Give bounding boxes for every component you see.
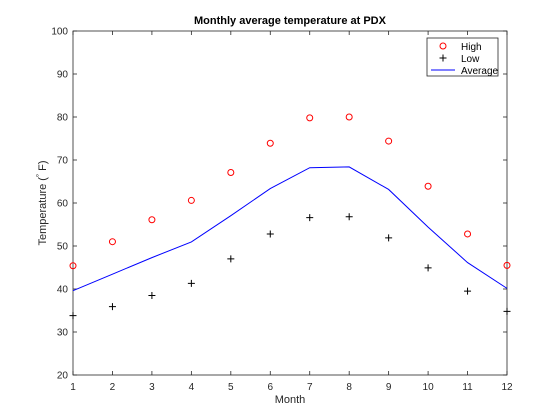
high-point bbox=[187, 196, 195, 204]
low-point bbox=[503, 307, 511, 315]
high-point bbox=[424, 182, 432, 190]
low-point bbox=[108, 303, 116, 311]
x-tick-label: 12 bbox=[501, 382, 513, 393]
legend-low-marker bbox=[439, 54, 447, 62]
x-tick-label: 2 bbox=[110, 382, 116, 393]
low-point bbox=[187, 279, 195, 287]
low-point bbox=[227, 255, 235, 263]
x-tick-label: 9 bbox=[386, 382, 392, 393]
y-axis-label-suffix: F) bbox=[37, 160, 49, 170]
high-point bbox=[464, 230, 472, 238]
chart-title: Monthly average temperature at PDX bbox=[194, 15, 387, 27]
x-tick-label: 8 bbox=[346, 382, 352, 393]
legend-average-label: Average bbox=[461, 66, 499, 77]
legend-low-label: Low bbox=[461, 54, 480, 65]
high-point bbox=[345, 113, 353, 121]
low-point bbox=[266, 230, 274, 238]
low-point bbox=[345, 213, 353, 221]
low-point bbox=[148, 291, 156, 299]
x-tick-label: 5 bbox=[228, 382, 234, 393]
y-tick-label: 30 bbox=[57, 328, 69, 339]
x-tick-label: 6 bbox=[267, 382, 273, 393]
high-point bbox=[306, 114, 314, 122]
x-tick-label: 10 bbox=[423, 382, 435, 393]
plot-area bbox=[72, 30, 508, 376]
high-point bbox=[69, 262, 77, 270]
low-point bbox=[385, 234, 393, 242]
y-axis-label: Temperature (° F) bbox=[35, 160, 49, 245]
y-tick-label: 70 bbox=[57, 156, 69, 167]
low-point bbox=[306, 214, 314, 222]
y-axis-label-prefix: Temperature ( bbox=[37, 177, 49, 246]
x-axis-label: Month bbox=[275, 394, 306, 406]
high-point bbox=[227, 168, 235, 176]
series-layer bbox=[69, 113, 511, 320]
legend-high-label: High bbox=[461, 42, 482, 53]
y-tick-label: 60 bbox=[57, 199, 69, 210]
high-point bbox=[503, 261, 511, 269]
high-point bbox=[385, 137, 393, 145]
x-tick-label: 11 bbox=[462, 382, 473, 393]
low-point bbox=[424, 264, 432, 272]
high-point bbox=[266, 139, 274, 147]
high-point bbox=[148, 216, 156, 224]
legend: High Low Average bbox=[426, 37, 499, 77]
y-tick-label: 100 bbox=[51, 27, 68, 38]
x-tick-label: 1 bbox=[70, 382, 76, 393]
series-average-line bbox=[72, 166, 508, 292]
y-tick-label: 20 bbox=[57, 371, 69, 382]
y-tick-label: 80 bbox=[57, 113, 69, 124]
y-axis-label-degree: ° bbox=[35, 174, 44, 177]
x-tick-label: 7 bbox=[307, 382, 313, 393]
high-point bbox=[108, 238, 116, 246]
x-tick-label: 4 bbox=[189, 382, 195, 393]
x-tick-label: 3 bbox=[149, 382, 155, 393]
y-tick-label: 40 bbox=[57, 285, 69, 296]
low-point bbox=[69, 312, 77, 320]
legend-high-marker bbox=[439, 42, 447, 50]
y-tick-label: 50 bbox=[57, 242, 69, 253]
axis-ticks bbox=[72, 30, 508, 376]
low-point bbox=[464, 287, 472, 295]
y-tick-label: 90 bbox=[57, 70, 69, 81]
